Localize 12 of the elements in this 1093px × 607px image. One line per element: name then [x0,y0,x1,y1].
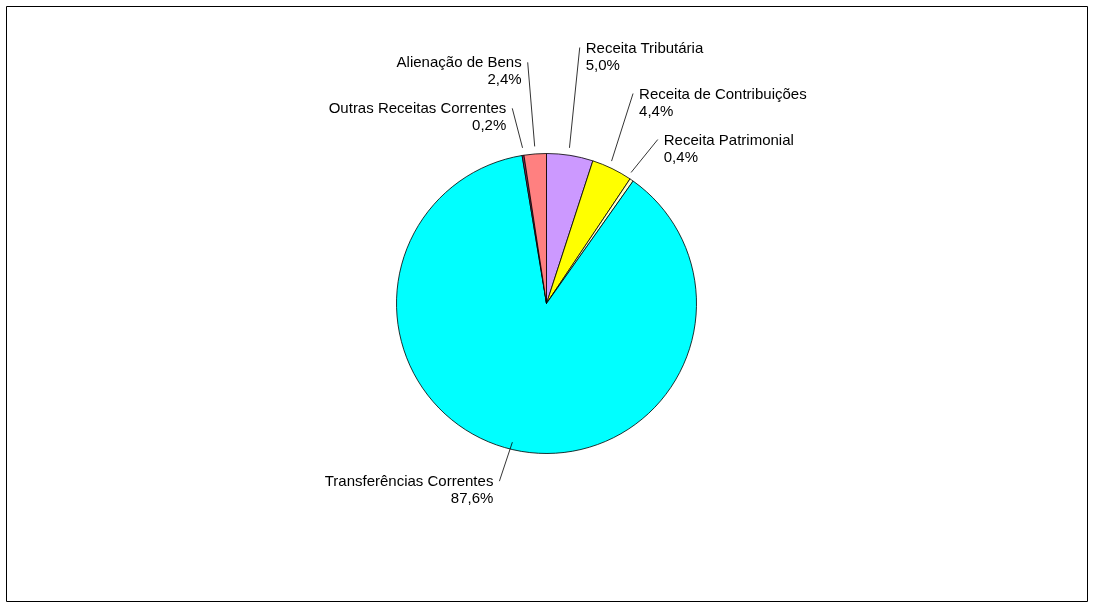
data-label: 5,0% [585,55,620,73]
data-label: 87,6% [450,489,494,507]
slice-label: Transferências Correntes [324,472,494,490]
data-label: 2,4% [487,70,522,88]
data-label: 4,4% [639,101,674,119]
slice-label: Alienação de Bens [396,53,522,71]
slice-label: Receita Tributária [585,38,704,56]
data-label: 0,4% [663,147,698,165]
slice-label: Receita Patrimonial [663,130,794,148]
slice-label: Outras Receitas Correntes [328,99,507,117]
data-label: 0,2% [472,116,507,134]
slice-label: Receita de Contribuições [639,84,807,102]
